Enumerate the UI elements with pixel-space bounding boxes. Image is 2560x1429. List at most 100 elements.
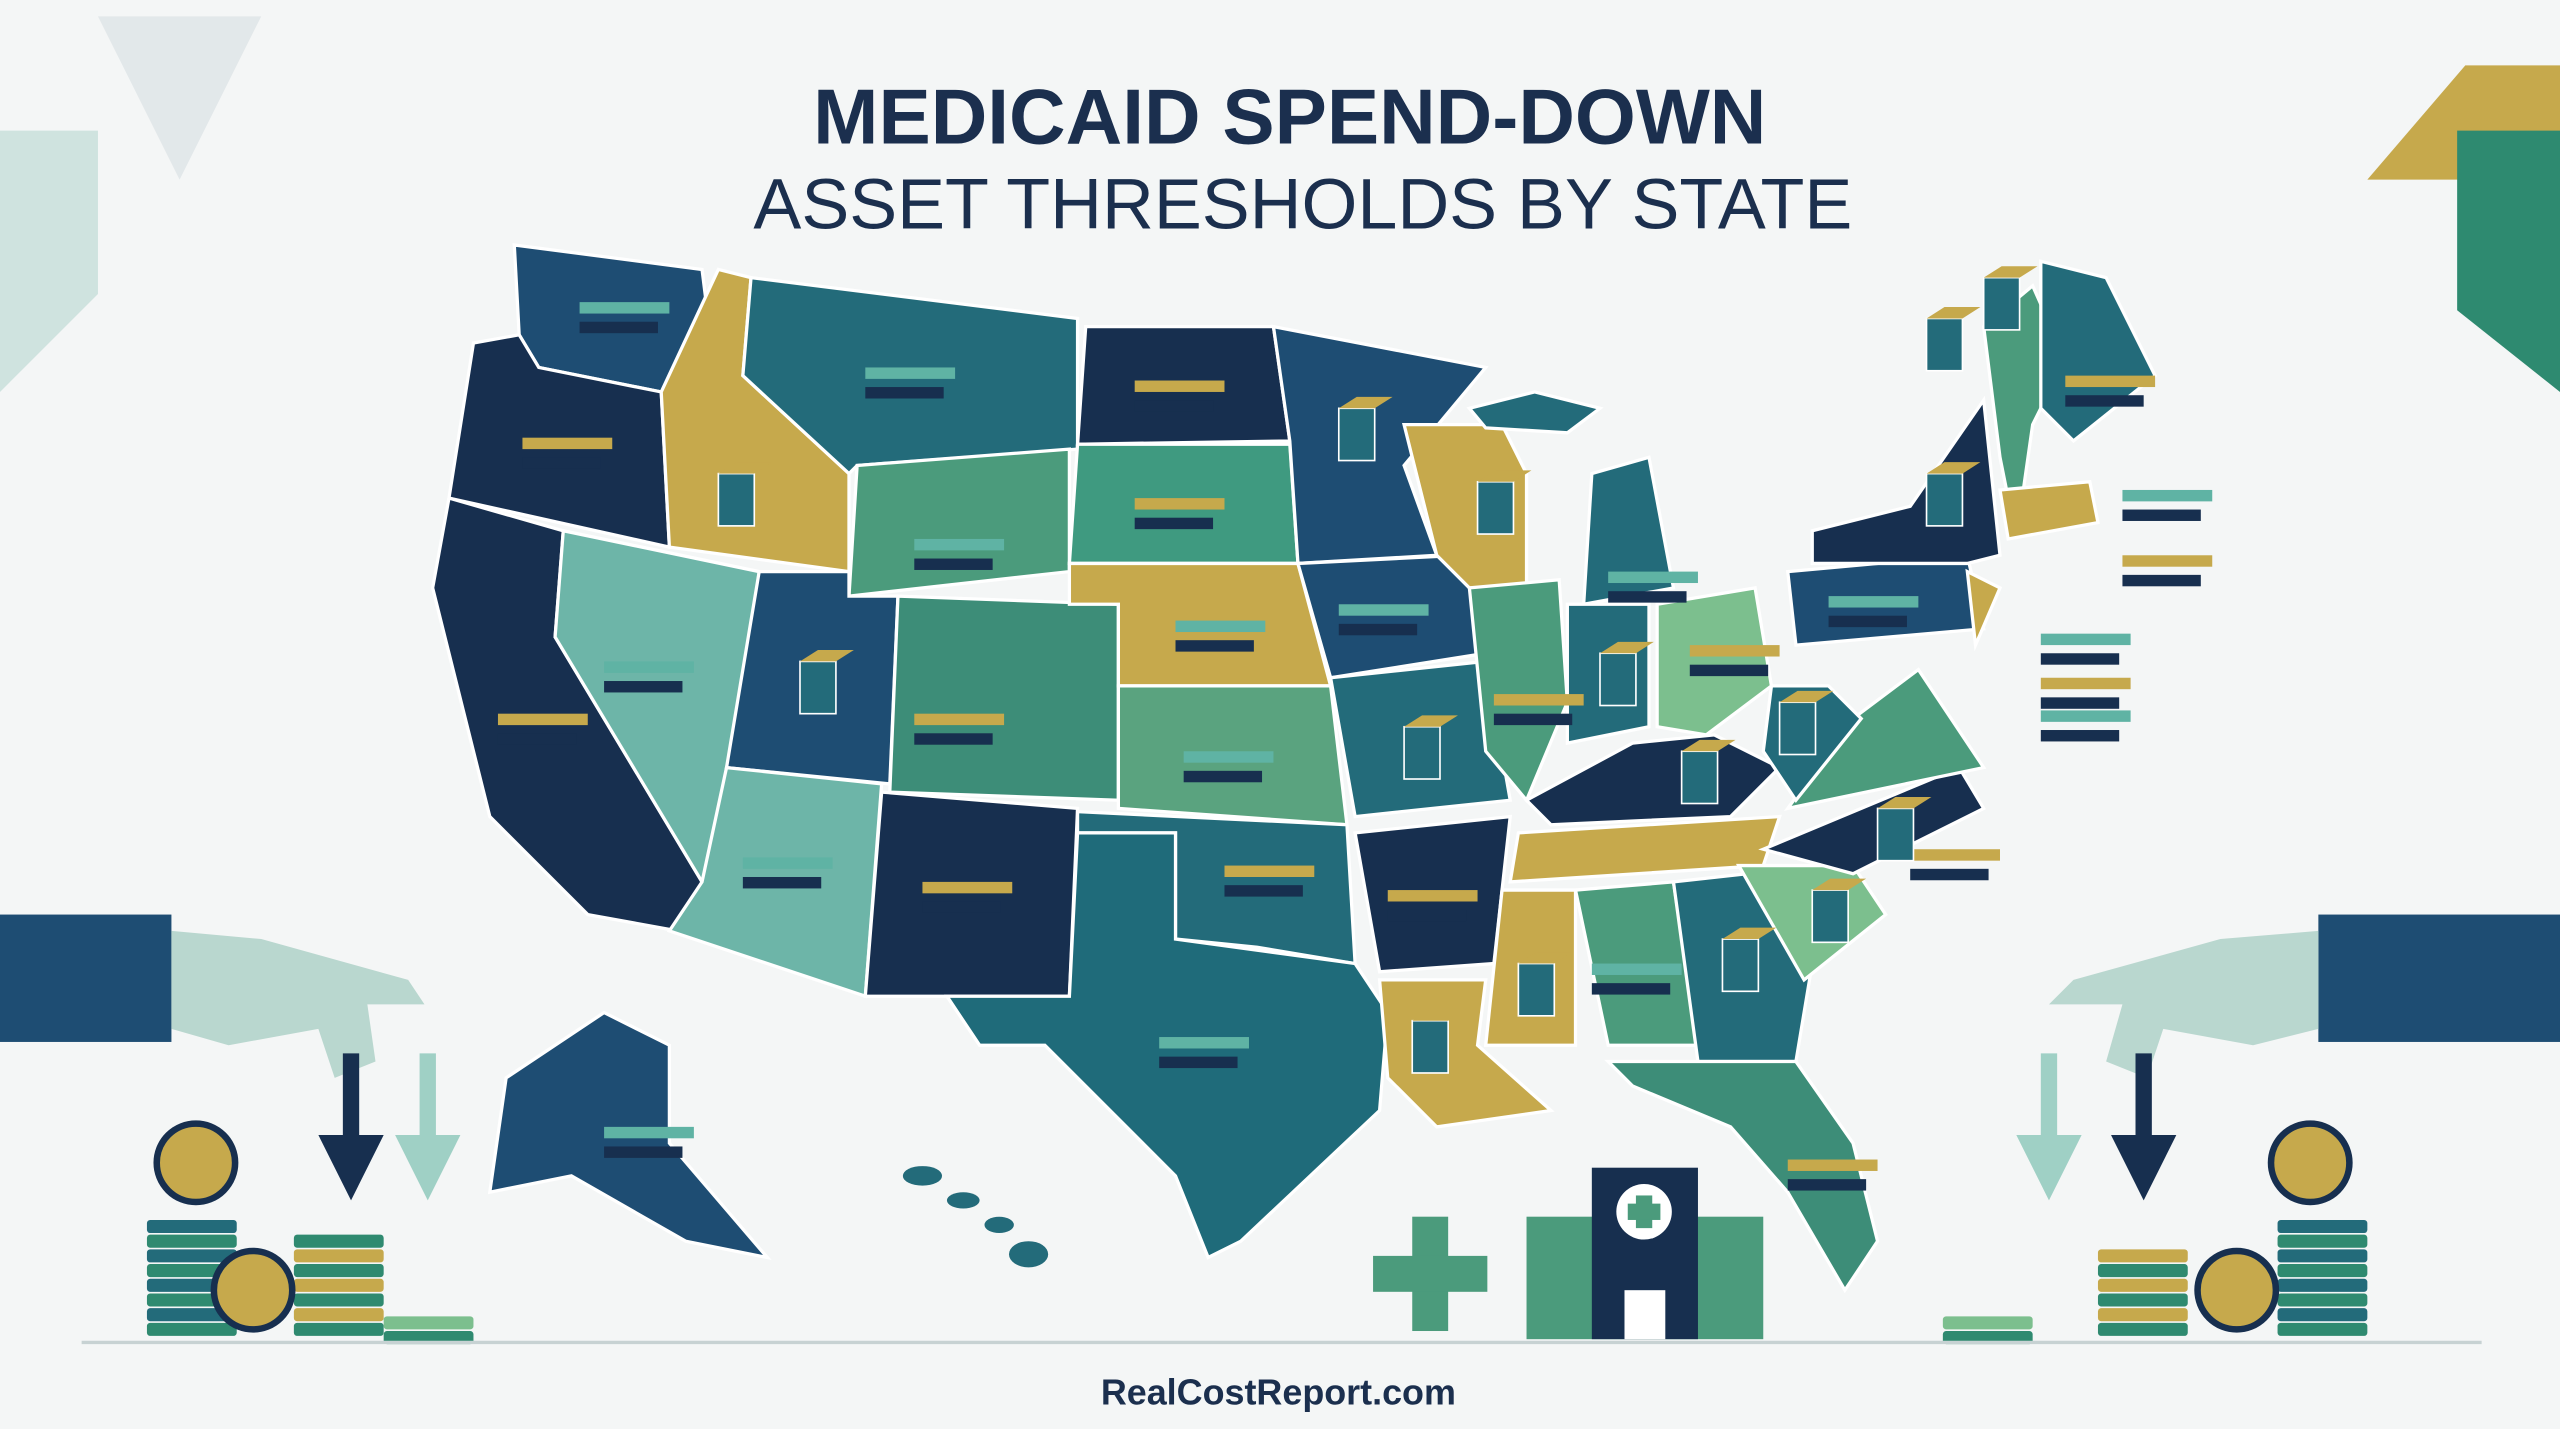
label-bar <box>1910 868 1989 881</box>
label-bar <box>2040 730 2120 742</box>
cube-top <box>1926 307 1981 319</box>
cube <box>799 660 837 715</box>
label-bar <box>1493 694 1584 706</box>
label-bar <box>1183 770 1263 783</box>
label-bar <box>742 857 833 869</box>
coin <box>2277 1249 2368 1263</box>
state-shape <box>1758 765 1986 876</box>
cube <box>1925 317 1964 372</box>
label-bar <box>1338 604 1429 616</box>
coin <box>2277 1308 2368 1322</box>
coin <box>293 1264 384 1278</box>
label-bar <box>1689 664 1769 677</box>
coin <box>146 1234 237 1248</box>
label-bar <box>914 733 993 745</box>
label-bar <box>922 901 1001 913</box>
label-bar <box>914 713 1005 726</box>
label-bar <box>1224 885 1303 897</box>
state-shape <box>1965 568 2003 652</box>
coin <box>2277 1219 2368 1234</box>
label-bar <box>1828 596 1919 608</box>
arrow-head <box>2111 1135 2177 1201</box>
label-bar <box>2065 375 2156 388</box>
label-bar <box>1134 400 1214 412</box>
label-bar <box>2122 489 2213 502</box>
label-bar <box>522 457 601 469</box>
label-bar <box>2122 574 2201 587</box>
label-bar <box>579 302 670 314</box>
label-bar <box>497 733 577 745</box>
label-bar <box>2122 509 2201 521</box>
state-shape <box>1467 577 1570 804</box>
coin <box>293 1322 384 1336</box>
label-bar <box>579 321 658 334</box>
label-bar <box>1591 983 1671 995</box>
coin <box>2097 1278 2188 1292</box>
label-bar <box>865 387 944 399</box>
label-bar <box>1608 591 1687 603</box>
label-bar <box>1134 498 1225 510</box>
cross <box>1373 1255 1488 1292</box>
coin <box>146 1219 237 1234</box>
coin-face <box>2194 1247 2280 1333</box>
coin-face <box>153 1120 239 1206</box>
coin <box>2097 1322 2188 1336</box>
hand <box>171 930 425 1078</box>
door <box>1624 1290 1666 1340</box>
state-shape <box>847 447 1072 598</box>
label-bar <box>914 538 1005 551</box>
arrow-shaft <box>2135 1053 2152 1136</box>
state-shape <box>1655 586 1774 737</box>
label-bar <box>2040 697 2120 709</box>
decorations <box>0 16 2560 1345</box>
label-bar <box>497 713 588 726</box>
coin <box>2097 1249 2188 1263</box>
label-bar <box>1175 620 1266 633</box>
arrow-head <box>318 1135 384 1201</box>
label-bar <box>914 558 993 570</box>
island <box>984 1216 1014 1234</box>
cube <box>1680 750 1719 805</box>
label-bar <box>1493 713 1573 726</box>
cube-top <box>1722 927 1777 940</box>
coin <box>293 1234 384 1248</box>
cube-top <box>1779 690 1834 703</box>
coin <box>146 1322 237 1336</box>
label-bar <box>742 876 822 889</box>
cube-top <box>1681 739 1736 752</box>
coin <box>2277 1264 2368 1278</box>
state-shape <box>1998 480 2100 541</box>
sleeve <box>2318 914 2560 1042</box>
cube <box>1476 480 1515 535</box>
cube-top <box>718 462 773 474</box>
label-bar <box>1787 1179 1867 1191</box>
cube <box>717 472 756 527</box>
label-bar <box>2040 677 2131 690</box>
subtitle: ASSET THRESHOLDS BY STATE <box>753 165 1852 245</box>
cube <box>1811 889 1849 944</box>
cube <box>1778 701 1817 756</box>
label-bar <box>522 437 613 450</box>
island <box>1008 1241 1049 1268</box>
label-bar <box>1387 890 1478 902</box>
island <box>946 1192 980 1209</box>
coin <box>2277 1293 2368 1307</box>
coin <box>293 1249 384 1263</box>
corner-shape <box>0 130 98 392</box>
cube-top <box>1477 470 1532 482</box>
sleeve <box>0 914 172 1042</box>
cube <box>1403 725 1441 780</box>
title: MEDICAID SPEND-DOWN <box>813 73 1766 161</box>
coin <box>383 1316 474 1330</box>
label-bar <box>1787 1159 1878 1171</box>
label-bar <box>604 661 694 673</box>
coin <box>293 1293 384 1307</box>
cube-top <box>1926 462 1981 474</box>
label-bar <box>865 367 956 379</box>
island <box>902 1166 943 1186</box>
label-bar <box>1828 615 1907 628</box>
label-bar <box>2040 653 2120 665</box>
label-bar <box>1134 517 1214 530</box>
